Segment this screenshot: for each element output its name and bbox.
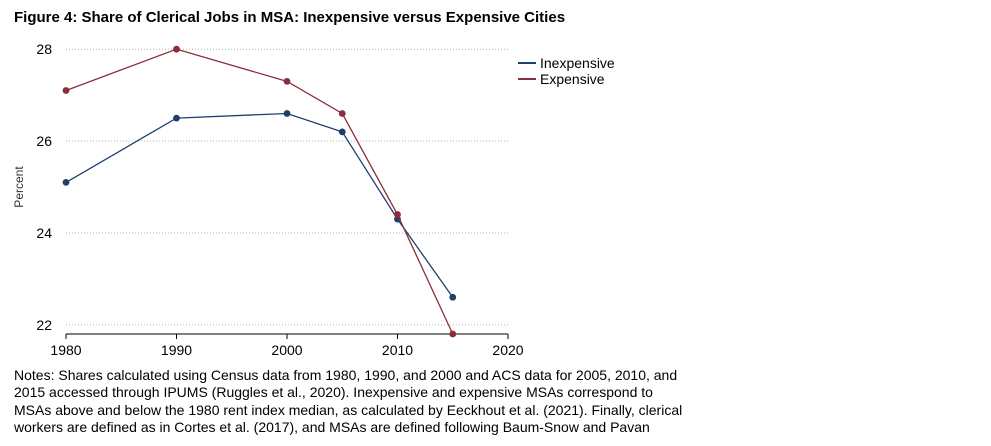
y-tick-label: 28	[36, 41, 52, 57]
data-point-inexpensive	[62, 179, 70, 186]
figure-title: Figure 4: Share of Clerical Jobs in MSA:…	[14, 9, 566, 26]
y-axis-label: Percent	[12, 166, 26, 208]
legend-label: Expensive	[540, 71, 605, 87]
data-point-expensive	[338, 110, 346, 117]
x-tick-label: 2000	[271, 342, 302, 358]
legend-label: Inexpensive	[540, 55, 615, 71]
data-point-expensive	[449, 330, 457, 338]
x-tick-label: 1990	[161, 342, 192, 358]
series-line-inexpensive	[65, 112, 454, 298]
notes-line: Notes: Shares calculated using Census da…	[14, 367, 678, 383]
y-tick-label: 24	[36, 225, 52, 241]
series-line-expensive	[65, 48, 454, 335]
y-tick-label: 26	[36, 133, 52, 149]
x-tick-label: 2010	[382, 342, 413, 358]
data-point-inexpensive	[173, 114, 180, 122]
data-point-inexpensive	[338, 128, 346, 136]
notes-line: workers are defined as in Cortes et al. …	[14, 418, 650, 435]
notes-line: 2015 accessed through IPUMS (Ruggles et …	[14, 384, 653, 401]
line-chart: 22 24 26 28 1980 1990 2000 2010 2020 Percent Inexp…	[12, 41, 615, 358]
data-point-inexpensive	[283, 110, 291, 117]
y-tick-label: 22	[36, 317, 52, 333]
data-point-expensive	[283, 77, 291, 85]
data-point-inexpensive	[449, 293, 457, 301]
data-point-expensive	[62, 87, 70, 94]
x-tick-label: 2020	[492, 342, 523, 358]
figure-notes: Notes: Shares calculated using Census da…	[14, 367, 734, 437]
data-point-expensive	[173, 45, 180, 53]
notes-line: MSAs above and below the 1980 rent index…	[14, 401, 683, 418]
x-tick-label: 1980	[50, 342, 81, 358]
data-point-expensive	[394, 211, 401, 218]
